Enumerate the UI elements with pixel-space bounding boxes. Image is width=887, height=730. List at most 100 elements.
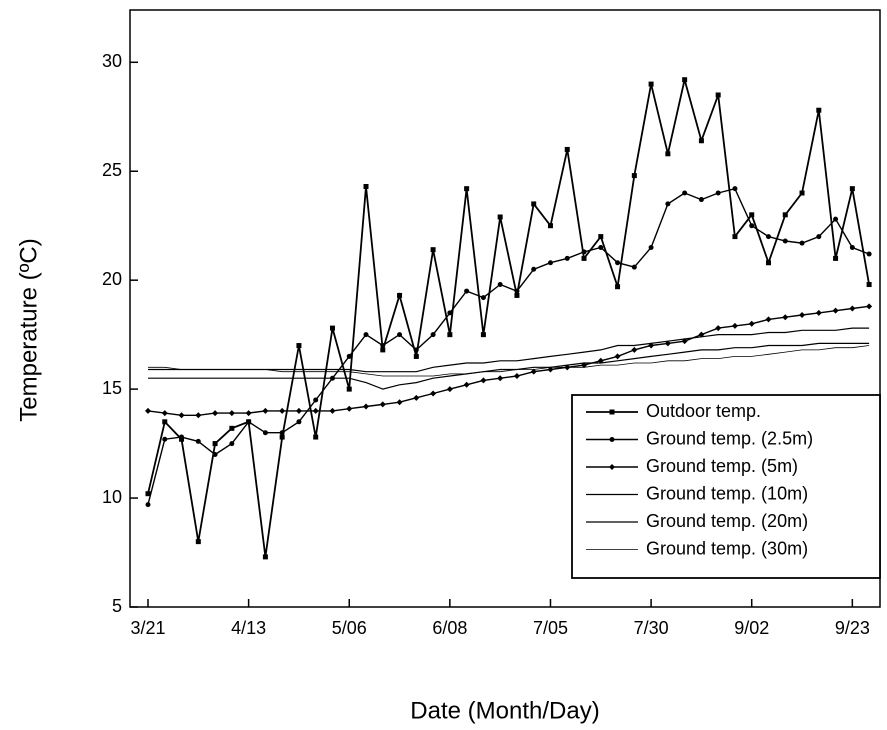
marker [631,173,637,179]
marker [564,146,570,152]
marker [447,310,453,316]
marker [397,292,403,298]
marker [279,434,285,440]
marker [497,214,503,220]
marker [464,186,470,192]
marker [397,332,403,338]
marker [749,212,755,218]
marker [609,409,615,415]
marker [732,186,738,192]
marker [648,81,654,87]
marker [279,430,285,436]
marker [513,373,520,380]
marker [212,441,218,447]
marker [413,394,420,401]
y-tick-label: 15 [102,378,122,398]
legend-box [571,394,881,579]
marker [581,255,587,261]
legend-label: Ground temp. (5m) [646,456,798,476]
legend-label: Ground temp. (2.5m) [646,428,813,448]
marker [480,295,486,301]
marker [598,244,604,250]
marker [145,407,151,414]
marker [849,186,855,192]
y-tick-label: 30 [102,51,122,71]
marker [815,309,822,316]
marker [329,325,335,331]
marker [765,234,771,240]
marker [547,366,554,373]
marker [782,212,788,218]
marker [715,190,721,196]
y-tick-label: 25 [102,160,122,180]
legend-label: Ground temp. (20m) [646,511,808,531]
marker [396,399,403,406]
marker [430,247,436,253]
x-tick-label: 3/21 [130,618,165,638]
marker [413,347,419,353]
marker [698,138,704,144]
marker [765,260,771,266]
y-axis-label: Temperature (ºC) [15,238,42,421]
marker [245,410,252,417]
marker [363,403,370,410]
marker [514,288,520,294]
marker [312,407,319,414]
marker [833,255,839,261]
marker [446,386,453,393]
marker [145,502,151,508]
marker [849,305,856,312]
marker [698,197,704,203]
marker [665,151,671,157]
marker [648,244,654,250]
marker [262,407,269,414]
marker [246,419,252,425]
marker [609,464,615,470]
marker [833,216,839,222]
marker [296,343,302,349]
marker [195,438,201,444]
marker [313,434,319,440]
marker [430,390,437,397]
marker [463,381,470,388]
x-tick-label: 6/08 [432,618,467,638]
marker [162,419,168,425]
marker [346,405,353,412]
marker [430,332,436,338]
marker [363,332,369,338]
legend-label: Outdoor temp. [646,401,761,421]
marker [262,430,268,436]
marker [609,437,615,442]
marker [279,407,286,414]
marker [715,325,722,332]
series-line [148,345,870,377]
x-tick-label: 7/05 [533,618,568,638]
marker [866,251,872,257]
legend-label: Ground temp. (30m) [646,538,808,558]
marker [380,343,386,349]
marker [195,539,201,545]
marker [363,183,369,189]
marker [715,92,721,98]
marker [329,407,336,414]
marker [816,234,822,240]
x-tick-label: 9/02 [734,618,769,638]
marker [531,201,537,207]
marker [765,316,772,323]
plot-frame [129,9,881,608]
legend-label: Ground temp. (10m) [646,483,808,503]
marker [379,401,386,408]
marker [313,397,319,403]
marker [564,255,570,261]
marker [615,284,621,290]
x-axis-label: Date (Month/Day) [410,697,599,724]
series-line [147,187,870,505]
marker [530,368,537,375]
marker [464,288,470,294]
x-tick-label: 7/30 [634,618,669,638]
x-tick-label: 9/23 [835,618,870,638]
marker [195,412,202,419]
marker [514,292,520,298]
marker [731,322,738,329]
marker [665,201,671,207]
